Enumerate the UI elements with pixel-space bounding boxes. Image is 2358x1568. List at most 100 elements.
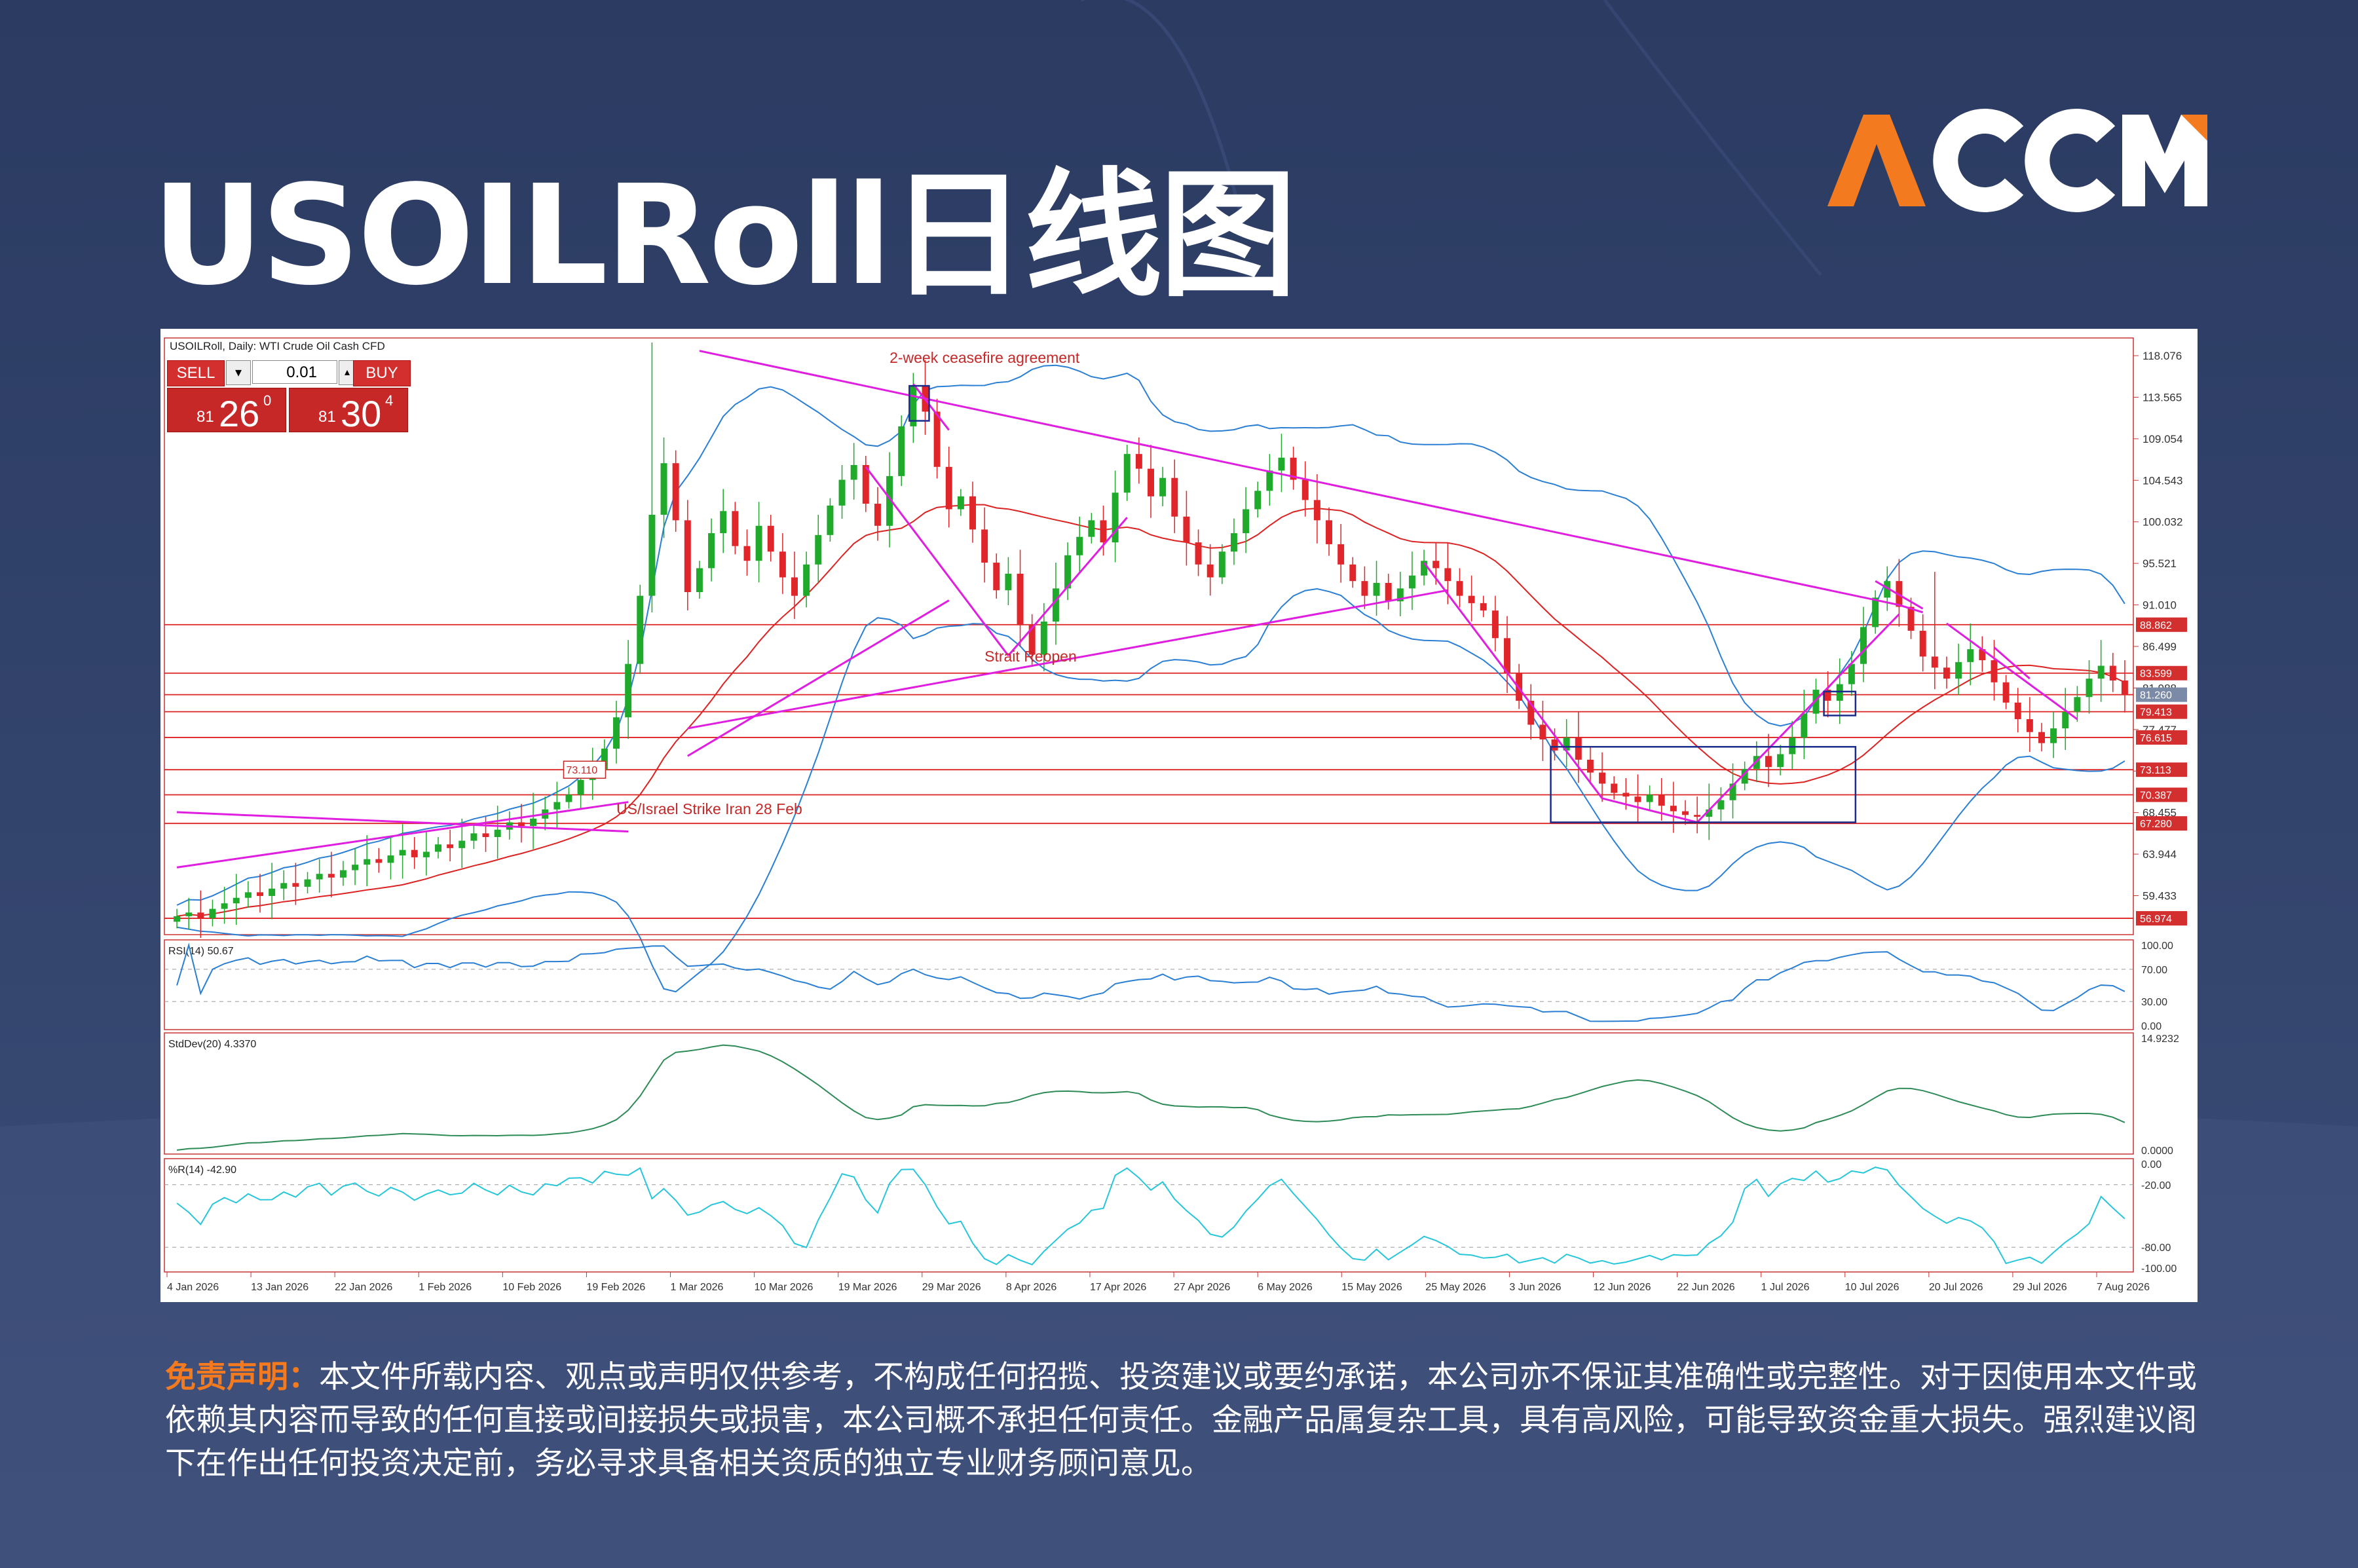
trendline-11 — [1696, 613, 1900, 823]
candle — [1148, 468, 1154, 496]
candle — [1088, 520, 1095, 537]
candle — [1670, 806, 1677, 812]
candle — [1801, 713, 1808, 738]
candle — [2109, 665, 2116, 681]
candle — [732, 511, 739, 546]
candle — [791, 577, 798, 596]
rsi-panel-border — [164, 939, 2134, 1030]
candle — [1123, 454, 1131, 493]
price-level-label-2: 81.260 — [2140, 690, 2172, 701]
x-tick-label-0: 4 Jan 2026 — [167, 1282, 219, 1293]
candle — [2002, 682, 2010, 703]
candle — [316, 874, 323, 880]
x-tick-label-4: 10 Feb 2026 — [502, 1282, 561, 1293]
range-box-2 — [1823, 690, 1857, 717]
candle — [1230, 533, 1237, 552]
candle — [755, 525, 762, 561]
trendline-6 — [865, 466, 1009, 656]
candle — [1706, 809, 1713, 817]
candle — [1967, 649, 1974, 662]
price-level-tag-7 — [2136, 816, 2187, 831]
candle — [2050, 728, 2057, 743]
candle — [1385, 582, 1392, 602]
y-tick-label-0: 118.076 — [2143, 350, 2182, 362]
candle — [1634, 796, 1641, 802]
price-level-tag-8 — [2136, 911, 2187, 926]
bollinger-lower-band — [176, 588, 2125, 993]
candle — [1195, 542, 1202, 565]
trendline-4 — [1898, 604, 1924, 614]
candle — [696, 568, 703, 593]
x-tick-label-1: 13 Jan 2026 — [251, 1282, 309, 1293]
buy-button[interactable]: BUY — [353, 360, 411, 386]
candle — [637, 595, 644, 664]
candle — [1765, 756, 1772, 768]
trendline-9 — [1423, 562, 1603, 799]
candle — [304, 879, 311, 887]
trendline-1 — [177, 811, 629, 833]
candle — [1313, 500, 1320, 521]
y-tick-label-1: 113.565 — [2143, 391, 2182, 403]
main-panel-border — [164, 337, 2134, 935]
sell-button[interactable]: SELL — [167, 360, 225, 386]
x-tick-label-15: 25 May 2026 — [1425, 1282, 1486, 1293]
sell-price-prefix: 81 — [196, 408, 214, 426]
price-level-label-7: 67.280 — [2140, 819, 2172, 830]
candle — [2097, 665, 2105, 679]
candle — [601, 749, 608, 770]
candle — [435, 844, 441, 852]
x-tick-label-8: 19 Mar 2026 — [838, 1282, 897, 1293]
candle — [743, 546, 751, 561]
candle — [565, 794, 572, 802]
candle — [767, 525, 774, 552]
candle — [185, 912, 193, 916]
x-tick-label-11: 17 Apr 2026 — [1090, 1282, 1146, 1293]
wpr-label: %R(14) -42.90 — [168, 1165, 236, 1176]
candle — [886, 476, 893, 526]
candle — [613, 717, 620, 749]
buy-price[interactable]: 81 30 4 — [289, 388, 408, 434]
price-level-label-3: 79.413 — [2140, 707, 2172, 719]
price-level-label-0: 88.862 — [2140, 620, 2172, 631]
candle — [1622, 793, 1630, 797]
x-tick-label-19: 1 Jul 2026 — [1761, 1282, 1810, 1293]
candle — [838, 479, 846, 506]
candle — [1682, 811, 1689, 815]
candle — [269, 888, 276, 896]
candle — [1290, 457, 1297, 480]
candle — [447, 844, 454, 848]
candle — [494, 829, 501, 837]
candle — [1480, 603, 1487, 611]
candle — [1171, 477, 1178, 517]
y-tick-label-11: 68.455 — [2143, 807, 2177, 819]
page-title: USOILRoll日线图 — [152, 155, 1297, 316]
y-tick-label-5: 95.521 — [2143, 557, 2177, 570]
candle — [422, 851, 430, 857]
price-level-label-6: 70.387 — [2140, 790, 2172, 801]
sell-price[interactable]: 81 26 0 — [167, 388, 286, 434]
candle — [1931, 656, 1938, 668]
buy-price-prefix: 81 — [318, 408, 336, 426]
candle — [803, 564, 810, 596]
candle — [1717, 800, 1725, 810]
lot-dropdown-icon[interactable]: ▾ — [226, 360, 251, 385]
candle — [720, 511, 727, 534]
candle — [280, 883, 288, 889]
price-level-label-1: 83.599 — [2140, 669, 2172, 680]
candle — [1396, 588, 1404, 602]
buy-price-main: 30 — [341, 393, 382, 434]
candle — [779, 551, 786, 578]
candle — [1052, 588, 1059, 622]
candle — [1777, 754, 1784, 768]
candle — [1218, 551, 1226, 578]
candle — [375, 859, 383, 863]
candle — [399, 849, 406, 856]
disclaimer: 免责声明：本文件所载内容、观点或声明仅供参考，不构成任何招揽、投资建议或要约承诺… — [165, 1356, 2222, 1485]
bollinger-upper-band — [176, 364, 2125, 906]
candle — [1586, 759, 1594, 773]
candle — [1551, 739, 1558, 751]
price-chart: USOILRoll, Daily: WTI Crude Oil Cash CFD… — [164, 337, 2187, 1293]
annotation-strait-reopen: Strait Reopen — [984, 648, 1077, 665]
rsi-label: RSI(14) 50.67 — [168, 946, 234, 957]
lot-size-input[interactable]: 0.01 — [252, 360, 337, 384]
